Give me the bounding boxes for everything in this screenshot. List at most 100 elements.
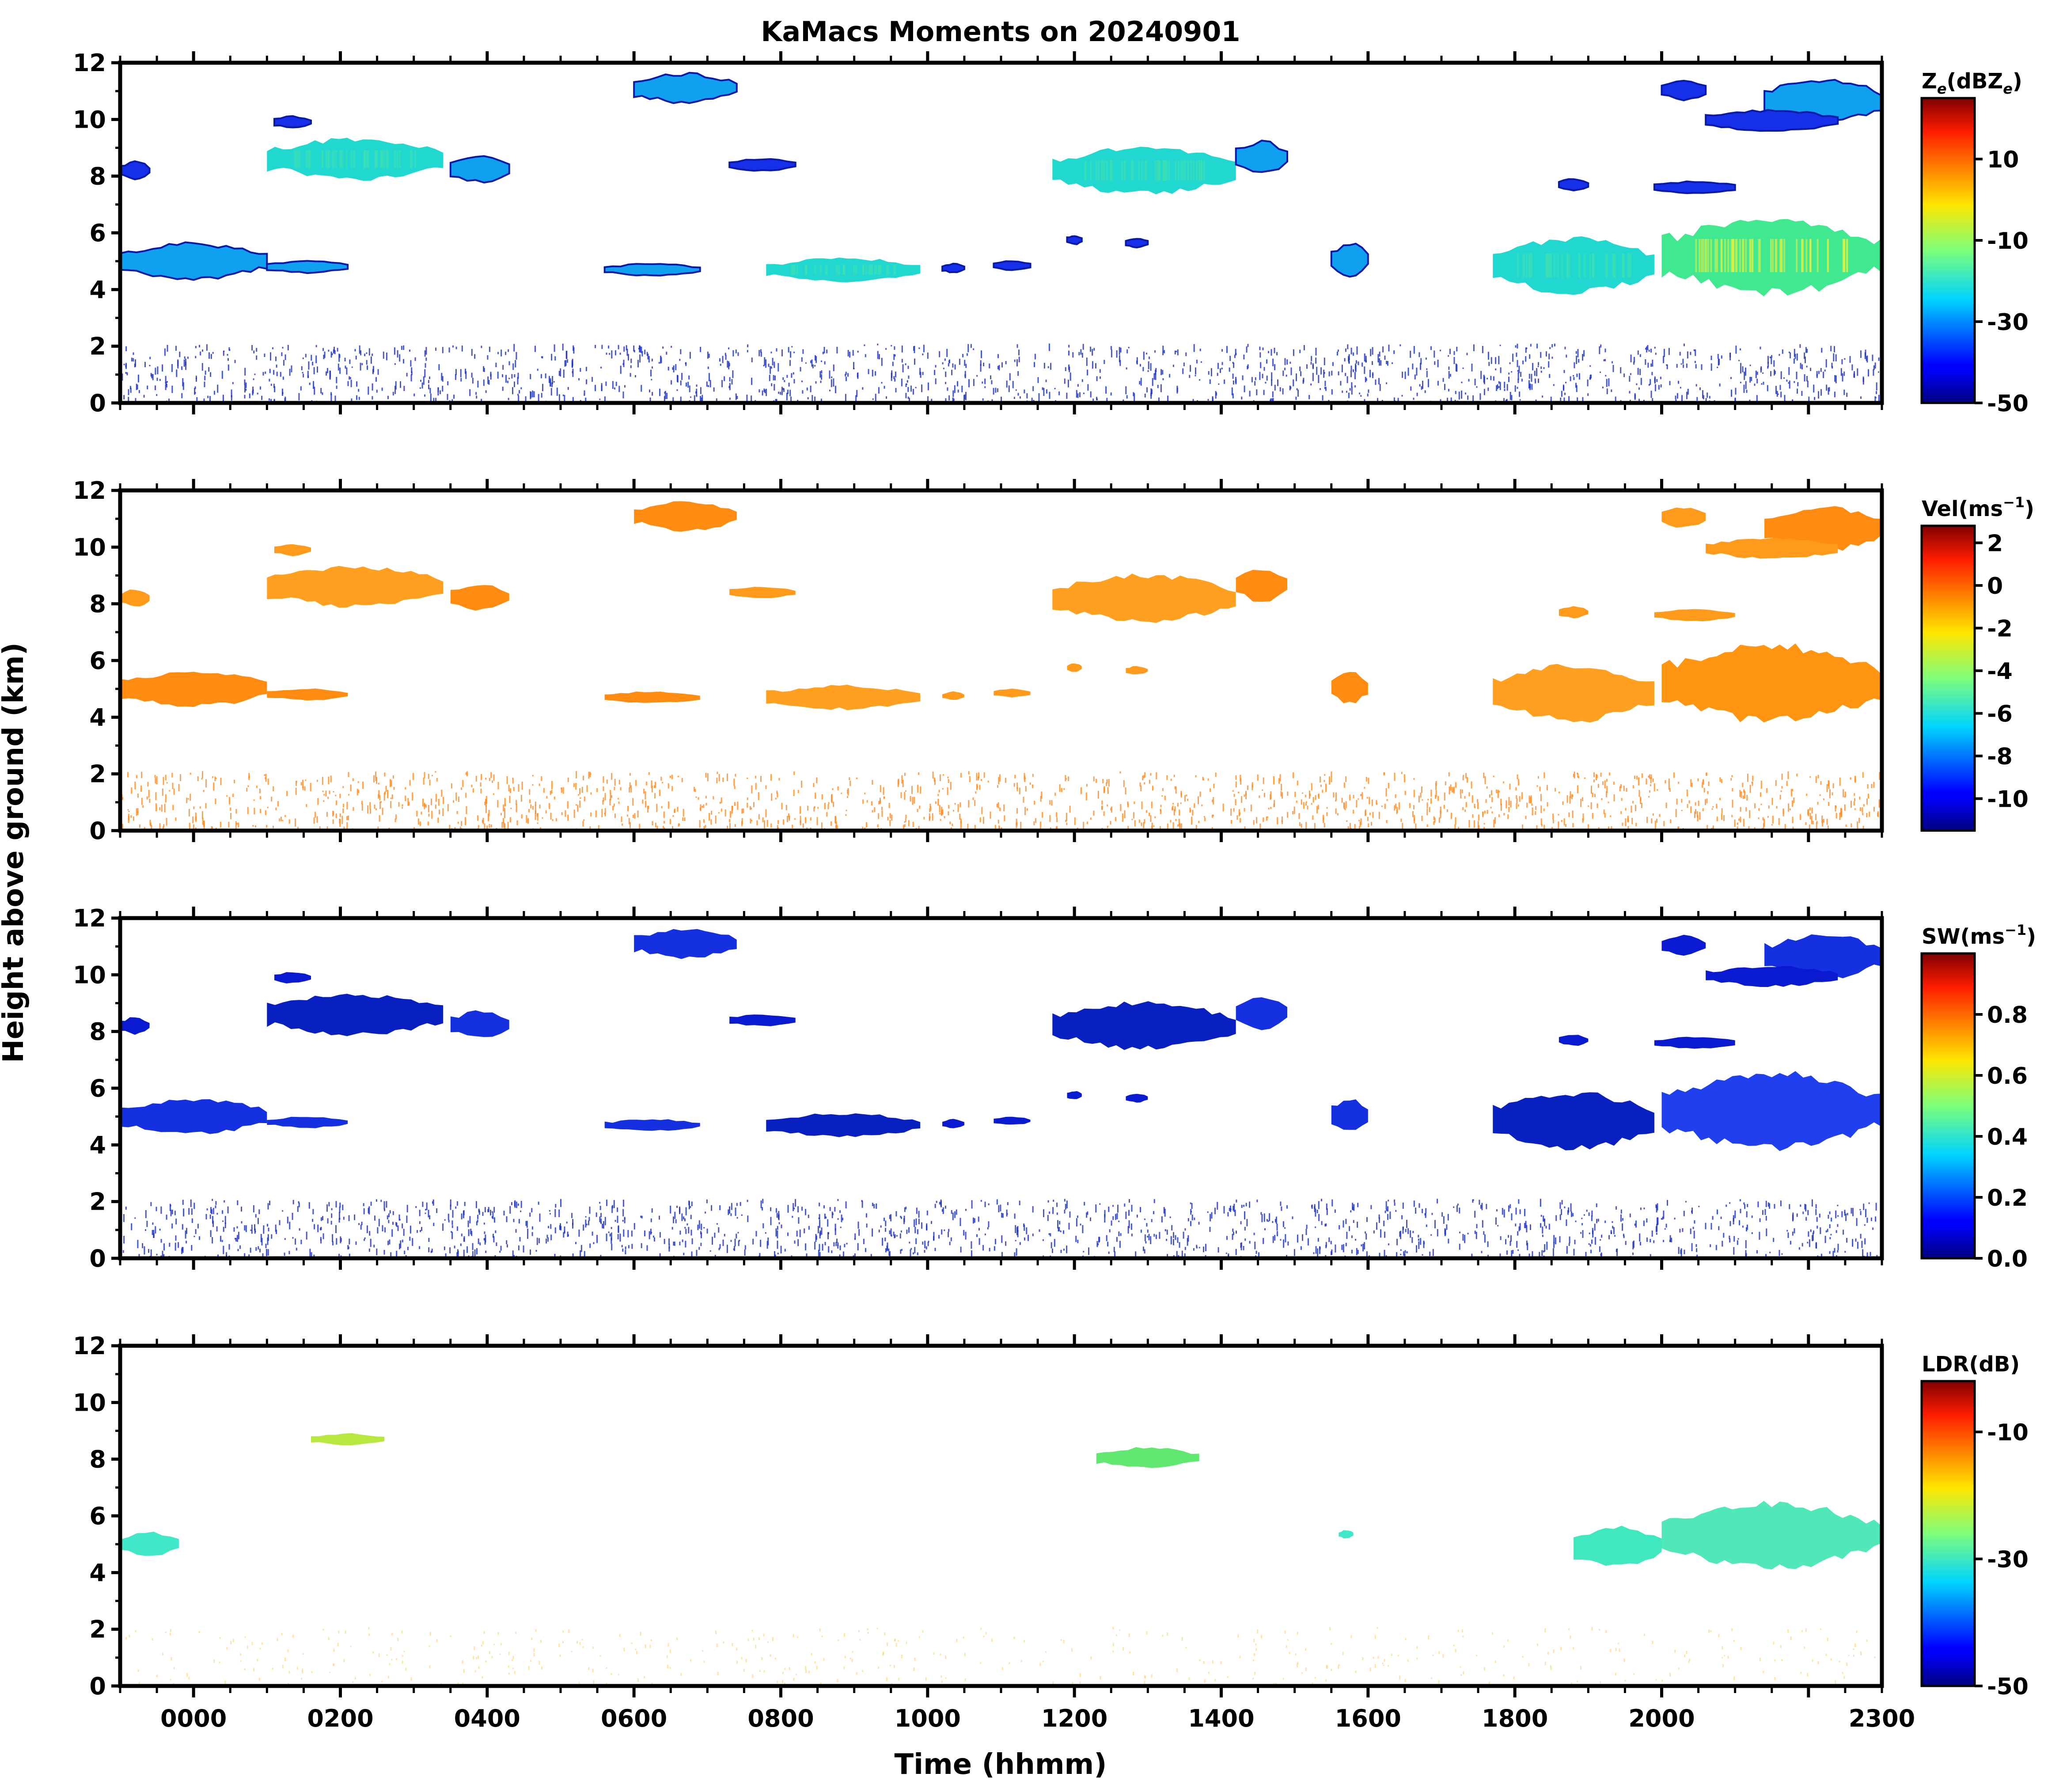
noise-speck: [1068, 776, 1069, 781]
noise-speck: [1843, 1230, 1844, 1235]
noise-speck: [626, 349, 628, 356]
noise-speck: [1679, 352, 1681, 356]
noise-speck: [1544, 1244, 1546, 1252]
noise-speck: [1178, 1255, 1179, 1257]
noise-speck: [948, 395, 950, 401]
noise-speck: [994, 1239, 996, 1245]
noise-speck: [1097, 791, 1099, 799]
noise-speck: [1826, 819, 1828, 825]
noise-speck: [964, 360, 966, 366]
noise-speck: [734, 824, 736, 827]
noise-speck: [829, 370, 831, 379]
noise-speck: [1873, 369, 1874, 376]
noise-speck: [881, 357, 883, 366]
noise-speck: [1296, 373, 1297, 381]
noise-speck: [1214, 1207, 1216, 1215]
noise-speck: [366, 360, 368, 365]
noise-speck: [1829, 1251, 1831, 1254]
noise-speck: [1116, 1237, 1118, 1242]
noise-speck: [1475, 1232, 1477, 1239]
noise-speck: [805, 362, 807, 364]
noise-speck: [1320, 776, 1321, 783]
noise-speck: [1314, 823, 1316, 831]
noise-speck: [878, 813, 880, 819]
noise-speck: [793, 790, 795, 796]
noise-speck: [275, 357, 277, 361]
noise-speck: [1500, 1236, 1502, 1240]
noise-speck: [1650, 1254, 1651, 1258]
noise-speck: [1592, 793, 1593, 797]
noise-speck: [609, 353, 611, 355]
noise-speck: [1635, 1220, 1637, 1228]
noise-speck: [600, 1213, 602, 1218]
noise-speck: [1014, 359, 1016, 362]
noise-speck: [1384, 1231, 1386, 1238]
noise-speck: [1043, 387, 1045, 396]
noise-speck: [1404, 1250, 1406, 1253]
noise-speck: [1018, 349, 1020, 356]
cloud-echo: [1331, 672, 1368, 703]
noise-speck: [1224, 380, 1225, 384]
noise-speck: [145, 1229, 146, 1231]
echo-core: [1178, 160, 1179, 181]
noise-speck: [317, 798, 319, 805]
noise-speck: [932, 771, 934, 779]
noise-speck: [747, 350, 748, 353]
noise-speck: [163, 777, 164, 785]
noise-speck: [1087, 369, 1088, 376]
noise-speck: [799, 1229, 801, 1238]
echo-core: [345, 150, 348, 168]
noise-speck: [747, 797, 748, 800]
noise-speck: [987, 1227, 989, 1230]
noise-speck: [620, 365, 622, 374]
noise-speck: [1244, 826, 1246, 830]
noise-speck: [1365, 378, 1367, 381]
noise-speck: [1416, 1245, 1417, 1253]
noise-speck: [1765, 1200, 1767, 1207]
noise-speck: [203, 820, 205, 829]
noise-speck: [901, 359, 903, 363]
noise-speck: [459, 826, 461, 831]
noise-speck: [671, 775, 673, 779]
noise-speck: [819, 1230, 821, 1236]
noise-speck: [1465, 392, 1466, 395]
cloud-echo: [267, 566, 444, 608]
noise-speck: [1150, 388, 1152, 396]
noise-speck: [730, 1213, 732, 1216]
echo-core: [294, 150, 296, 168]
y-tick-label: 10: [73, 106, 106, 133]
noise-speck: [336, 377, 338, 383]
noise-speck: [737, 352, 739, 356]
noise-speck: [1421, 786, 1422, 793]
noise-speck: [919, 368, 921, 372]
noise-speck: [648, 805, 649, 809]
noise-speck: [1654, 376, 1656, 384]
noise-speck: [1177, 1237, 1179, 1243]
echo-edge: [1661, 80, 1707, 102]
noise-speck: [1076, 1218, 1077, 1226]
noise-speck: [550, 1234, 552, 1241]
noise-speck: [581, 786, 583, 793]
noise-speck: [651, 785, 653, 793]
noise-speck: [1792, 789, 1794, 791]
noise-speck: [629, 782, 631, 789]
noise-speck: [435, 771, 436, 773]
noise-speck: [428, 384, 429, 390]
noise-speck: [208, 367, 210, 372]
noise-speck: [1355, 360, 1357, 364]
noise-speck: [1270, 349, 1272, 356]
noise-speck: [1386, 799, 1388, 801]
noise-speck: [1554, 343, 1555, 346]
noise-speck: [464, 1202, 466, 1206]
noise-speck: [313, 817, 315, 824]
noise-speck: [1116, 1213, 1118, 1219]
noise-speck: [406, 1205, 408, 1213]
noise-speck: [1723, 815, 1725, 821]
noise-speck: [251, 1226, 253, 1234]
noise-speck: [402, 1239, 403, 1242]
noise-speck: [1478, 814, 1479, 821]
noise-speck: [405, 787, 406, 790]
noise-speck: [1792, 816, 1794, 824]
noise-speck: [518, 1245, 520, 1250]
noise-speck: [1854, 798, 1855, 801]
